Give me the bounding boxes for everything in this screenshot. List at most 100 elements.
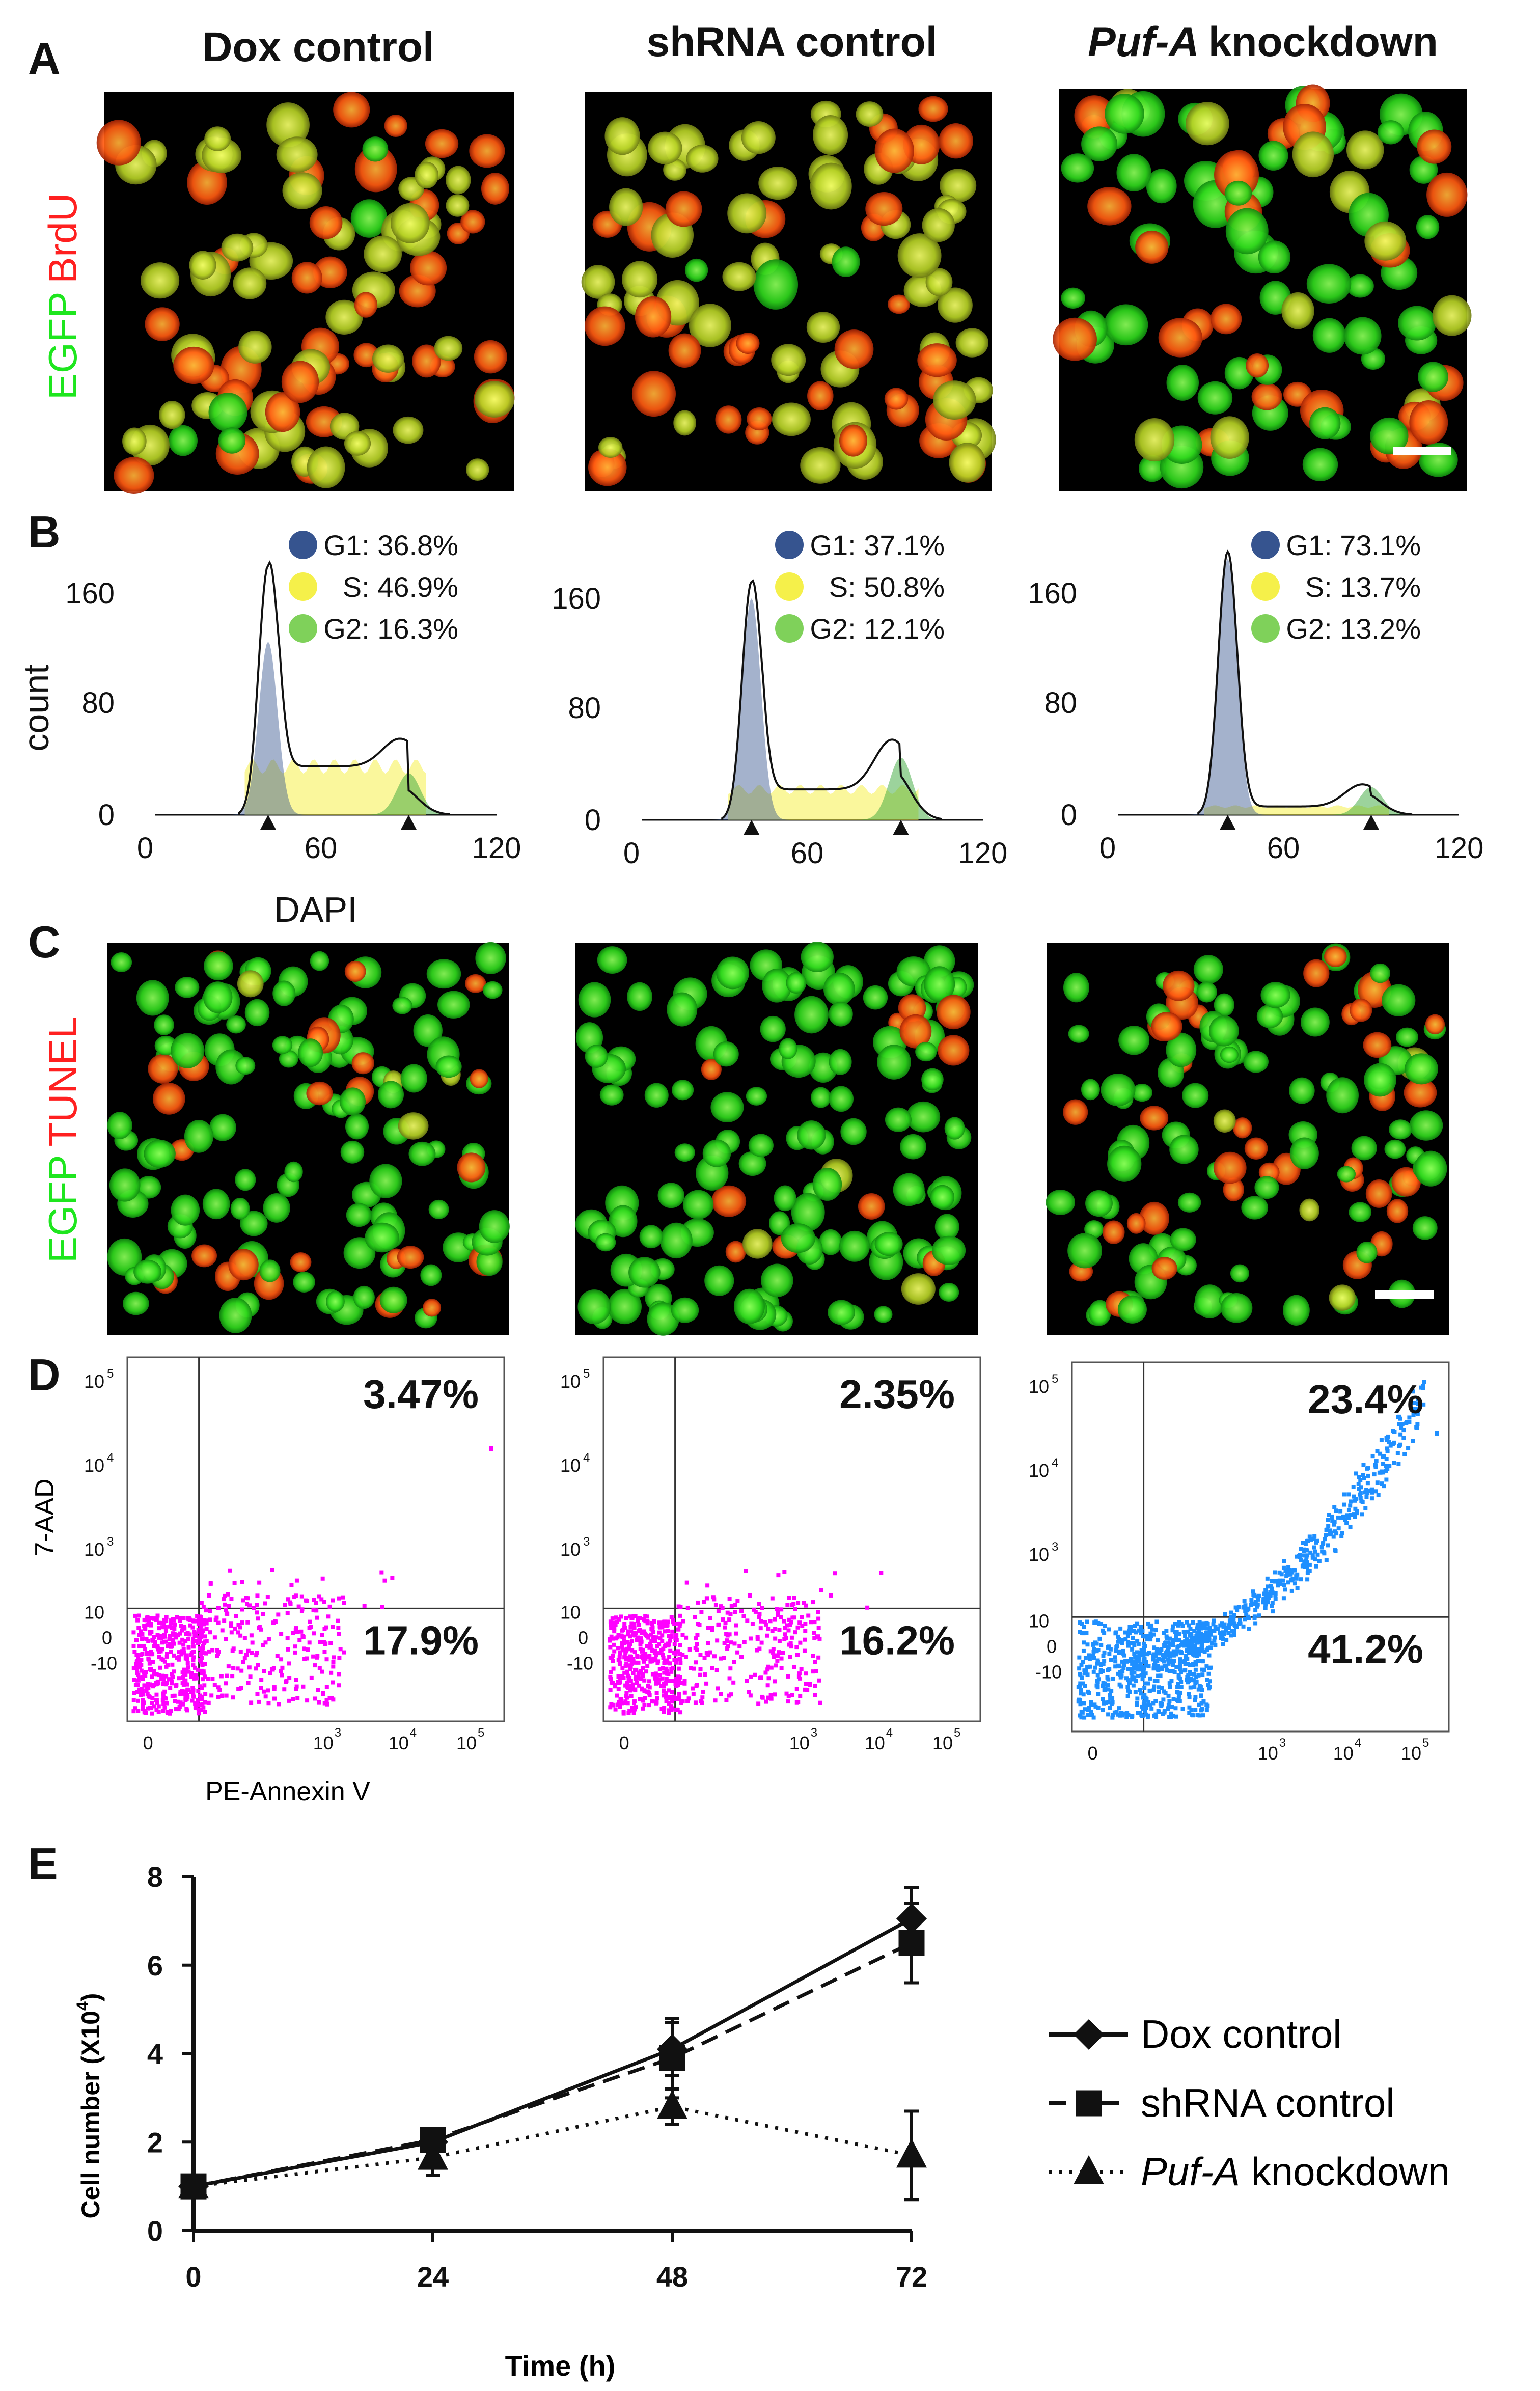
cell	[648, 131, 682, 164]
y-tick-label: 0	[102, 1627, 112, 1648]
event-dot	[136, 1698, 141, 1703]
event-dot	[182, 1689, 187, 1694]
event-dot	[1144, 1660, 1148, 1664]
event-dot	[622, 1622, 627, 1626]
event-dot	[1081, 1631, 1086, 1636]
event-dot	[752, 1607, 756, 1612]
event-dot	[648, 1659, 653, 1664]
event-dot	[1310, 1553, 1315, 1558]
event-dot	[242, 1656, 247, 1661]
event-dot	[1121, 1648, 1125, 1653]
event-dot	[1185, 1678, 1189, 1682]
event-dot	[336, 1626, 341, 1630]
cell	[259, 1259, 281, 1282]
event-dot	[207, 1593, 211, 1598]
event-dot	[1358, 1478, 1363, 1482]
series-1	[180, 1902, 925, 2200]
cell	[663, 158, 687, 181]
event-dot	[1271, 1590, 1275, 1595]
event-dot	[182, 1667, 186, 1672]
cell	[1405, 1053, 1439, 1085]
event-dot	[299, 1609, 304, 1613]
event-dot	[200, 1650, 205, 1654]
cell	[265, 392, 300, 432]
event-dot	[1162, 1689, 1166, 1694]
event-dot	[255, 1603, 259, 1607]
event-dot	[1106, 1687, 1111, 1692]
cell	[1391, 1167, 1421, 1197]
event-dot	[1379, 1438, 1384, 1442]
event-dot	[775, 1658, 780, 1663]
cell	[877, 1045, 911, 1080]
x-tick-exponent: 5	[954, 1726, 960, 1740]
event-dot	[195, 1676, 199, 1681]
event-dot	[257, 1625, 262, 1629]
event-dot	[812, 1620, 817, 1625]
y-tick-label: 4	[147, 2038, 163, 2070]
event-dot	[212, 1635, 217, 1640]
event-dot	[138, 1661, 142, 1665]
event-dot	[180, 1670, 185, 1675]
event-dot	[1197, 1702, 1201, 1707]
event-dot	[798, 1640, 803, 1645]
event-dot	[195, 1667, 200, 1672]
event-dot	[291, 1697, 295, 1701]
event-dot	[642, 1688, 647, 1693]
event-dot	[662, 1682, 666, 1686]
event-dot	[608, 1619, 613, 1624]
event-dot	[631, 1657, 636, 1661]
event-dot	[1207, 1626, 1212, 1630]
event-dot	[1346, 1507, 1351, 1512]
event-dot	[1396, 1462, 1401, 1466]
event-dot	[1311, 1536, 1316, 1541]
event-dot	[1195, 1631, 1200, 1635]
event-dot	[1269, 1583, 1273, 1588]
event-dot	[1202, 1626, 1206, 1630]
event-dot	[1253, 1608, 1258, 1612]
event-dot	[1361, 1473, 1365, 1477]
event-dot	[1153, 1699, 1158, 1703]
cell	[1356, 1241, 1378, 1263]
event-dot	[787, 1596, 791, 1600]
event-dot	[804, 1682, 808, 1686]
y-tick-exponent: 5	[583, 1367, 590, 1381]
event-dot	[764, 1699, 768, 1704]
event-dot	[1256, 1597, 1260, 1602]
x-tick-label: 0	[143, 1733, 153, 1753]
cell	[435, 1055, 462, 1078]
x-tick-label: 60	[1267, 832, 1300, 865]
cell	[233, 267, 267, 299]
cell	[774, 1185, 796, 1212]
event-dot	[1171, 1653, 1176, 1658]
legend-label: G1: 36.8%	[323, 529, 458, 561]
event-dot	[1349, 1499, 1353, 1504]
cell	[1346, 274, 1374, 298]
event-dot	[177, 1676, 181, 1681]
cell	[482, 981, 503, 999]
event-dot	[717, 1622, 721, 1627]
cell	[235, 1169, 256, 1191]
cell	[325, 299, 363, 335]
event-dot	[669, 1615, 674, 1619]
event-dot	[191, 1655, 196, 1660]
event-dot	[658, 1677, 663, 1682]
event-dot	[156, 1710, 161, 1714]
event-dot	[770, 1596, 775, 1601]
event-dot	[622, 1638, 626, 1643]
event-dot	[719, 1656, 723, 1661]
legend-swatch	[1251, 572, 1280, 601]
legend-swatch	[775, 614, 804, 643]
event-dot	[636, 1618, 640, 1623]
event-dot	[755, 1648, 759, 1653]
event-dot	[635, 1681, 639, 1685]
event-dot	[143, 1673, 148, 1678]
cell	[1412, 1216, 1438, 1240]
event-dot	[194, 1634, 199, 1638]
event-dot	[337, 1632, 341, 1636]
event-dot	[152, 1644, 156, 1648]
event-dot	[705, 1583, 710, 1588]
event-dot	[1224, 1638, 1229, 1642]
event-dot	[1228, 1620, 1233, 1625]
event-dot	[1079, 1709, 1084, 1714]
event-dot	[1148, 1637, 1153, 1642]
